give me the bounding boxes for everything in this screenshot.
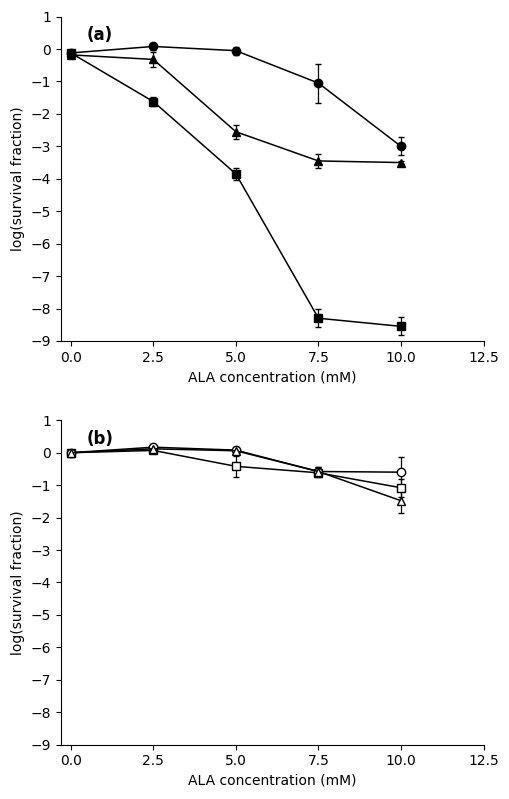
Y-axis label: log(survival fraction): log(survival fraction): [11, 510, 25, 654]
X-axis label: ALA concentration (mM): ALA concentration (mM): [188, 370, 356, 384]
Y-axis label: log(survival fraction): log(survival fraction): [11, 106, 25, 251]
Text: (b): (b): [86, 430, 113, 448]
X-axis label: ALA concentration (mM): ALA concentration (mM): [188, 774, 356, 788]
Text: (a): (a): [86, 26, 112, 44]
